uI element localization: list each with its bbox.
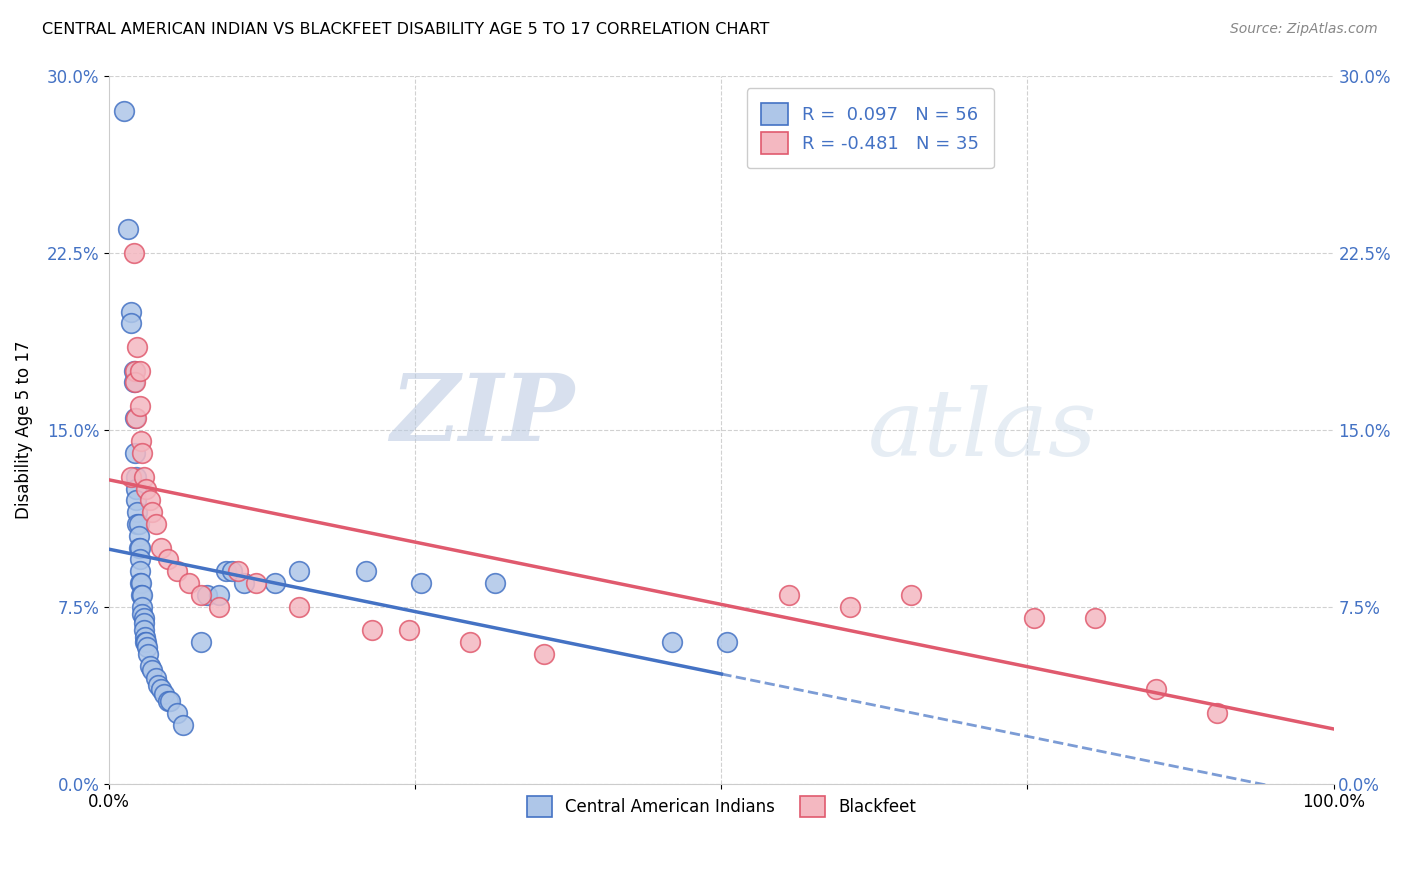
Point (166, 564, 188, 578)
Point (128, 564, 150, 578)
Point (127, 505, 149, 519)
Point (141, 664, 163, 678)
Point (156, 552, 179, 566)
Point (208, 599, 231, 614)
Point (145, 517, 167, 532)
Point (128, 529, 150, 543)
Point (120, 304, 142, 318)
Point (124, 410, 146, 425)
Point (125, 470, 148, 484)
Text: ZIP: ZIP (391, 370, 575, 460)
Point (135, 635, 157, 649)
Point (156, 694, 179, 708)
Point (124, 376, 146, 390)
Point (131, 588, 153, 602)
Point (122, 376, 145, 390)
Point (138, 647, 160, 661)
Point (128, 363, 150, 377)
Point (190, 635, 212, 649)
Point (129, 588, 152, 602)
Point (221, 564, 243, 578)
Text: CENTRAL AMERICAN INDIAN VS BLACKFEET DISABILITY AGE 5 TO 17 CORRELATION CHART: CENTRAL AMERICAN INDIAN VS BLACKFEET DIS… (42, 22, 769, 37)
Point (153, 687, 176, 701)
Point (132, 611, 155, 625)
Point (120, 317, 142, 331)
Point (125, 493, 148, 508)
Point (131, 599, 153, 614)
Point (484, 576, 506, 591)
Point (208, 588, 231, 602)
Point (398, 624, 420, 638)
Point (125, 482, 148, 496)
Point (149, 541, 172, 555)
Point (245, 576, 267, 591)
Point (129, 576, 152, 591)
Point (112, 103, 135, 118)
Point (132, 470, 155, 484)
Point (122, 363, 145, 377)
Point (288, 564, 311, 578)
Point (128, 517, 150, 532)
Point (135, 482, 157, 496)
Point (361, 624, 384, 638)
Point (132, 616, 155, 631)
Point (128, 399, 150, 413)
Point (124, 363, 146, 377)
Point (195, 588, 218, 602)
Point (661, 635, 683, 649)
Point (288, 599, 311, 614)
Point (127, 340, 149, 354)
Y-axis label: Disability Age 5 to 17: Disability Age 5 to 17 (15, 341, 32, 519)
Point (356, 564, 378, 578)
Point (134, 635, 156, 649)
Point (1206, 706, 1229, 720)
Point (138, 658, 160, 673)
Text: Source: ZipAtlas.com: Source: ZipAtlas.com (1230, 22, 1378, 37)
Point (132, 624, 155, 638)
Point (141, 505, 163, 519)
Point (122, 245, 145, 260)
Point (411, 576, 433, 591)
Point (533, 647, 555, 661)
Point (117, 222, 139, 236)
Point (145, 671, 167, 685)
Point (124, 446, 146, 460)
Point (190, 588, 212, 602)
Point (838, 599, 860, 614)
Point (778, 588, 800, 602)
Point (1022, 611, 1045, 625)
Legend: Central American Indians, Blackfeet: Central American Indians, Blackfeet (519, 788, 924, 825)
Point (172, 717, 194, 731)
Text: atlas: atlas (869, 384, 1098, 475)
Point (226, 564, 249, 578)
Point (134, 631, 156, 645)
Point (131, 607, 153, 621)
Point (166, 706, 188, 720)
Point (131, 446, 153, 460)
Point (214, 564, 236, 578)
Point (149, 682, 172, 697)
Point (128, 541, 150, 555)
Point (138, 493, 160, 508)
Point (128, 541, 150, 555)
Point (129, 434, 152, 449)
Point (148, 677, 170, 691)
Point (232, 576, 254, 591)
Point (125, 410, 148, 425)
Point (120, 470, 142, 484)
Point (136, 640, 159, 654)
Point (460, 635, 482, 649)
Point (128, 552, 150, 566)
Point (127, 517, 149, 532)
Point (177, 576, 200, 591)
Point (1144, 682, 1167, 697)
Point (263, 576, 285, 591)
Point (900, 588, 922, 602)
Point (128, 576, 150, 591)
Point (159, 694, 181, 708)
Point (1084, 611, 1107, 625)
Point (716, 635, 738, 649)
